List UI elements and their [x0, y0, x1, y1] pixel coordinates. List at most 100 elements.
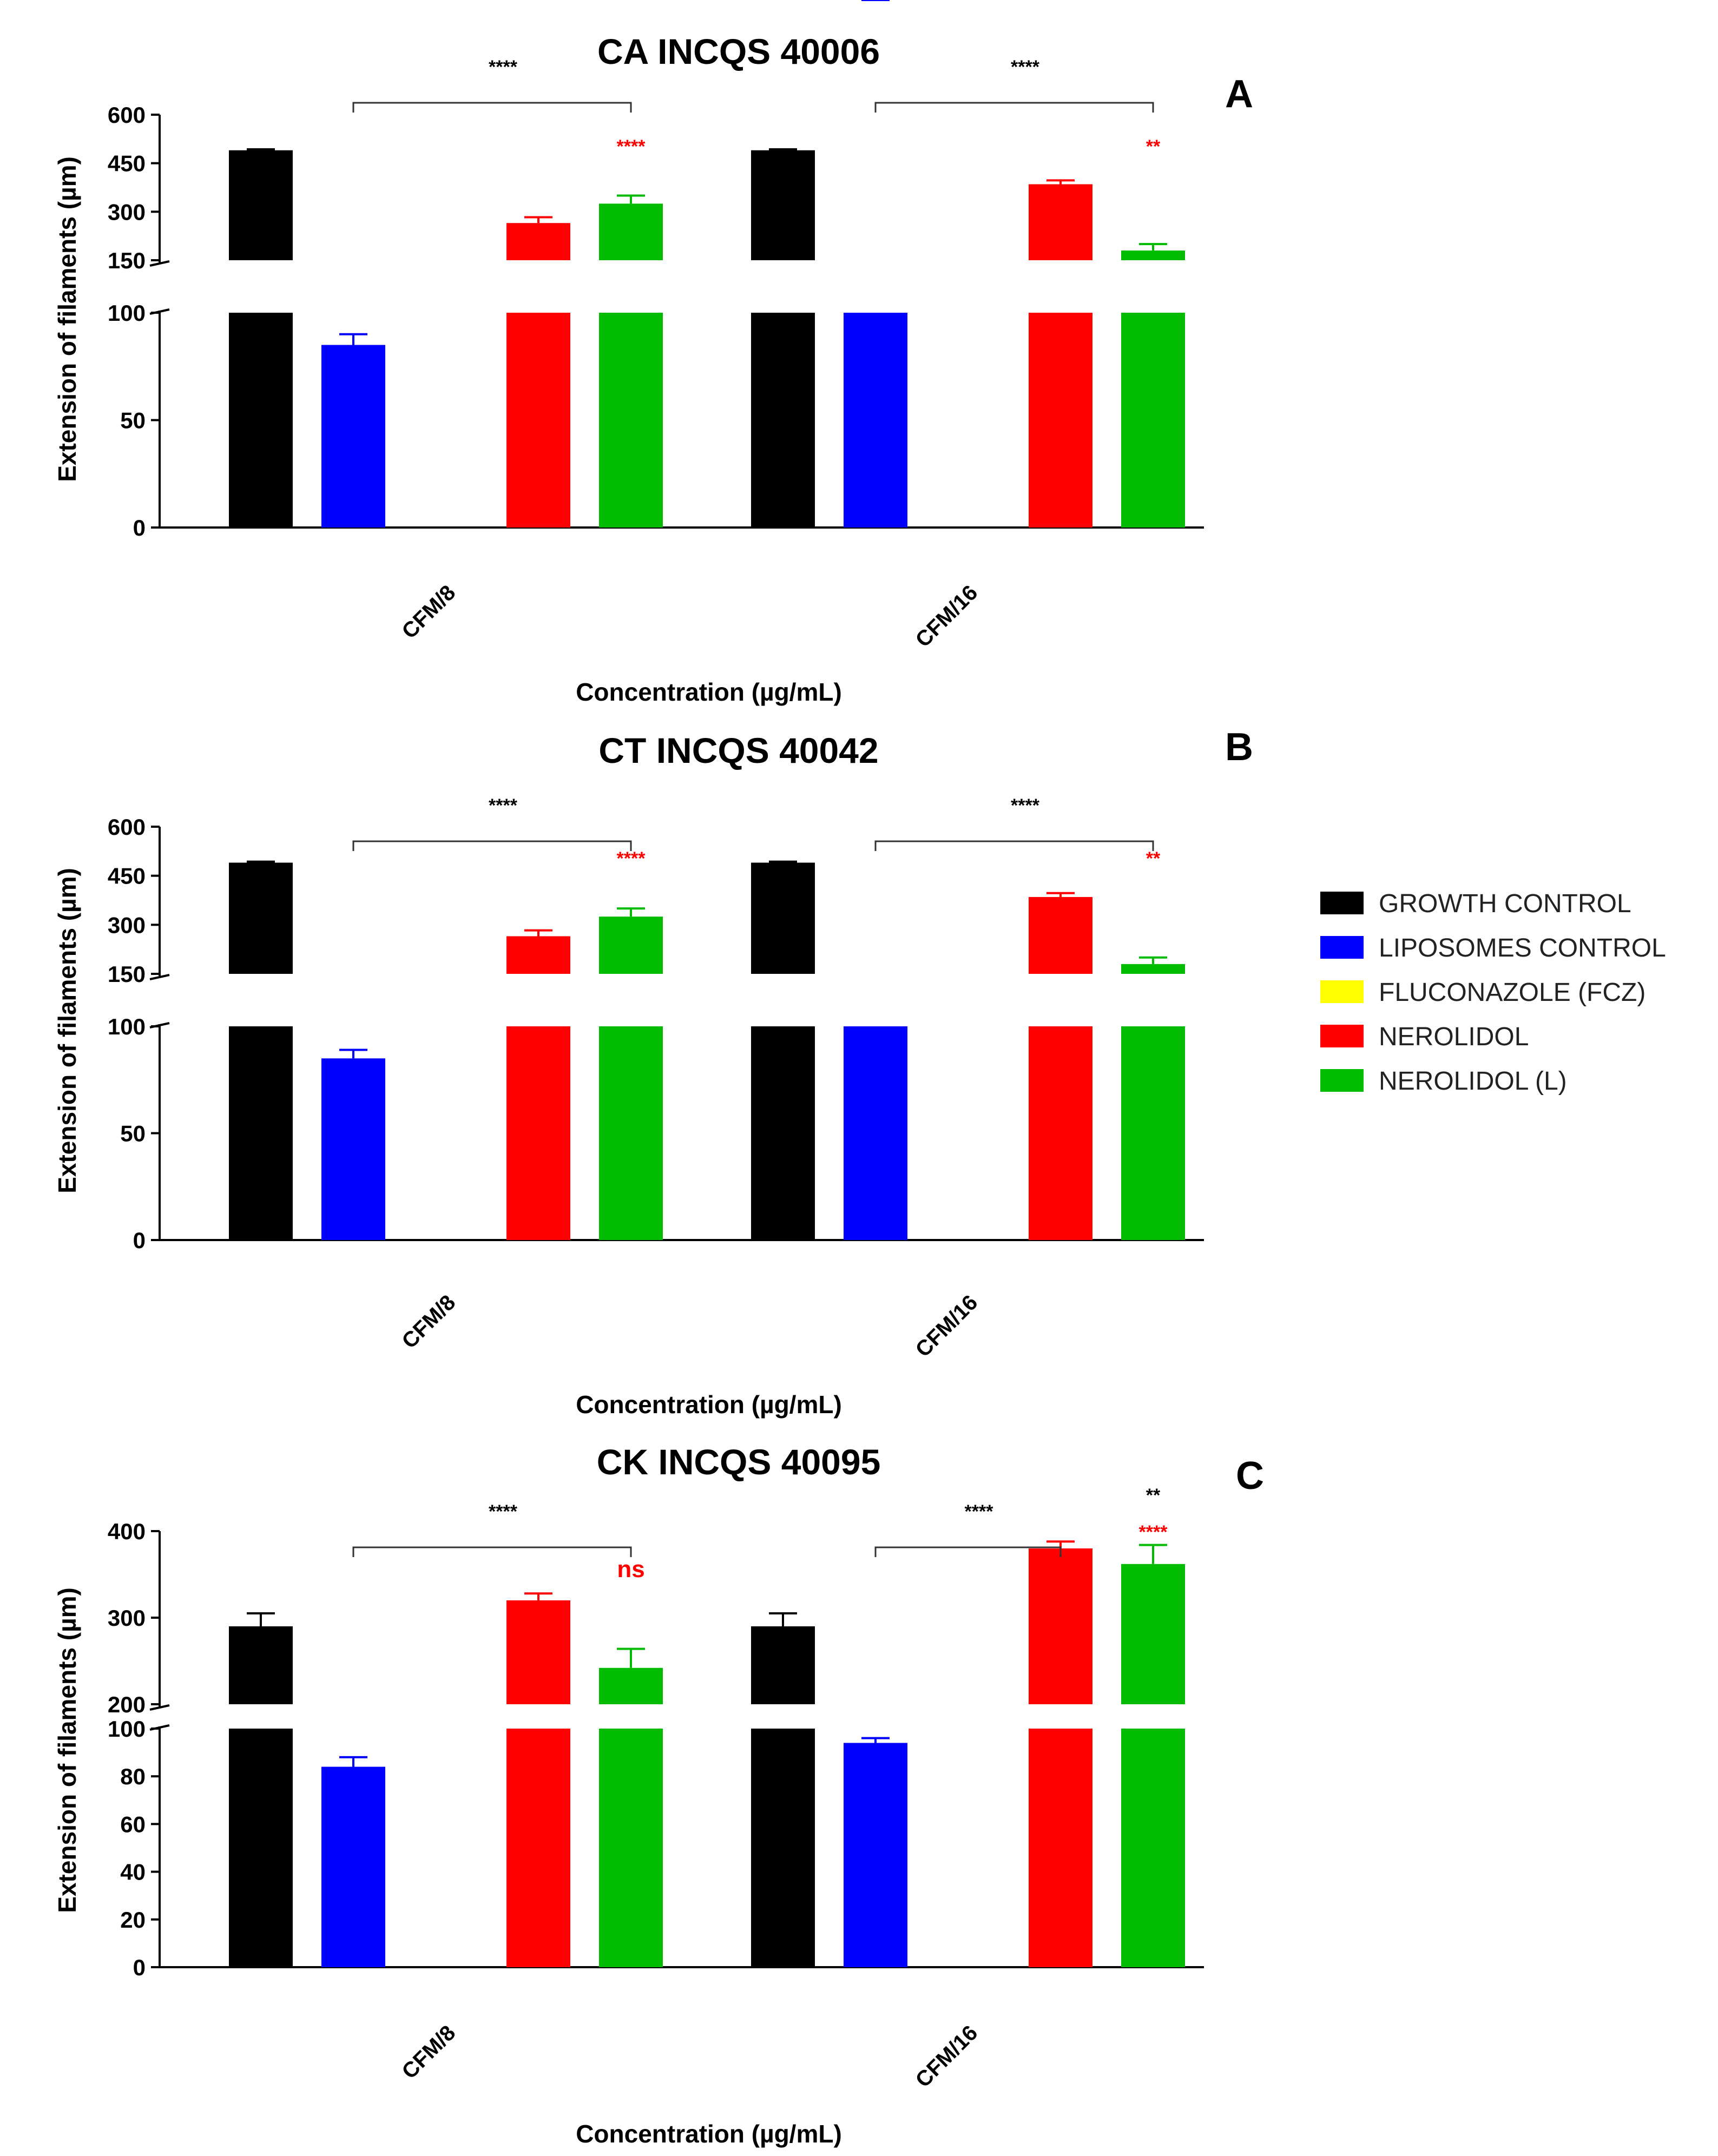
bar-segment-upper [1029, 1548, 1092, 1704]
legend-label: NEROLIDOL [1379, 1023, 1529, 1051]
legend-label: FLUCONAZOLE (FCZ) [1379, 978, 1645, 1007]
bar-segment-lower [506, 313, 570, 528]
panel-letter: C [1236, 1454, 1264, 1498]
significance-label: **** [489, 1501, 518, 1522]
bar-segment-upper [506, 936, 570, 974]
bar-segment-lower [1121, 1729, 1185, 1967]
bar-significance-label: ns [617, 1556, 644, 1583]
panel-letter: B [1225, 726, 1253, 769]
significance-label: **** [1011, 795, 1040, 816]
y-tick-label: 600 [108, 814, 146, 840]
y-tick-label: 300 [108, 199, 146, 225]
bar [506, 929, 570, 1240]
bar-segment-lower [751, 1729, 815, 1967]
bar-segment-upper [1029, 184, 1092, 260]
y-tick-label: 100 [108, 1014, 146, 1039]
y-tick-label: 100 [108, 300, 146, 326]
bar [599, 907, 663, 1240]
y-tick-label: 150 [108, 961, 146, 987]
legend-item: NEROLIDOL [1320, 1023, 1529, 1051]
bar-segment-upper [1121, 1564, 1185, 1704]
bar-segment-lower [506, 1026, 570, 1240]
bar-segment-lower [751, 313, 815, 528]
bar-segment-upper [1121, 250, 1185, 260]
x-axis-label: Concentration (µg/mL) [576, 1390, 842, 1419]
bar-segment-upper [229, 150, 293, 260]
bar [229, 860, 293, 1240]
bar [1121, 243, 1185, 528]
y-tick-label: 0 [133, 515, 146, 540]
significance-bracket [352, 102, 632, 113]
y-tick-label: 20 [120, 1907, 146, 1933]
significance-label: **** [489, 57, 518, 77]
x-axis-label: Concentration (µg/mL) [576, 678, 842, 706]
bar-segment-upper [599, 917, 663, 974]
legend-label: GROWTH CONTROL [1379, 889, 1631, 918]
y-tick-label: 300 [108, 1605, 146, 1631]
bar-significance-label: **** [617, 848, 646, 869]
bar-segment-lower [1121, 1026, 1185, 1240]
bar [599, 194, 663, 528]
significance-label: **** [1011, 57, 1040, 77]
bar [844, 0, 907, 528]
y-tick-label: 450 [108, 151, 146, 176]
y-axis-label: Extension of filaments (µm) [53, 156, 81, 482]
panel-letter: A [1225, 72, 1253, 116]
bar-segment-lower [1121, 313, 1185, 528]
bar-segment-lower [599, 1729, 663, 1967]
bar-segment-lower [229, 1729, 293, 1967]
bar-segment [321, 1766, 385, 1967]
bar-segment-lower [844, 1026, 907, 1240]
bar-segment-lower [229, 1026, 293, 1240]
bar [229, 148, 293, 528]
bar [1121, 1544, 1185, 1967]
bar [321, 333, 385, 528]
significance-bracket [874, 840, 1154, 851]
legend-label: NEROLIDOL (L) [1379, 1067, 1567, 1096]
bar [1121, 956, 1185, 1240]
significance-label: **** [965, 1501, 994, 1522]
x-axis-label: Concentration (µg/mL) [576, 2120, 842, 2148]
bar-segment-upper [751, 150, 815, 260]
bar-segment-upper [1121, 964, 1185, 974]
bar [751, 148, 815, 528]
legend-swatch [1320, 1069, 1364, 1092]
y-tick-label: 0 [133, 1955, 146, 1980]
bar-segment-lower [751, 1026, 815, 1240]
y-tick-label: 400 [108, 1519, 146, 1544]
chart-title: CA INCQS 40006 [597, 31, 880, 71]
bar [321, 1756, 385, 1967]
y-tick-label: 450 [108, 863, 146, 889]
bar-segment-upper [599, 1667, 663, 1704]
significance-bracket [352, 840, 632, 851]
bar-segment-lower [844, 313, 907, 528]
bar-segment-upper [599, 203, 663, 260]
legend-item: LIPOSOMES CONTROL [1320, 934, 1666, 962]
significance-bracket [874, 102, 1154, 113]
y-tick-label: 50 [120, 408, 146, 433]
bar [844, 1737, 907, 1967]
significance-bracket [874, 1546, 1062, 1557]
bar-significance-label: ** [1146, 1485, 1161, 1506]
y-tick-label: 300 [108, 912, 146, 938]
y-tick-label: 200 [108, 1692, 146, 1717]
bar-segment-upper [506, 223, 570, 260]
bar-significance-label: **** [1139, 1522, 1168, 1542]
bar [751, 860, 815, 1240]
legend-label: LIPOSOMES CONTROL [1379, 934, 1666, 962]
y-tick-label: 100 [108, 1716, 146, 1742]
bar-significance-label: ** [1146, 136, 1161, 157]
bar-segment-lower [506, 1729, 570, 1967]
legend-item: GROWTH CONTROL [1320, 889, 1631, 918]
legend-swatch [1320, 936, 1364, 959]
y-tick-label: 600 [108, 102, 146, 128]
bar [599, 1647, 663, 1967]
y-tick-label: 150 [108, 248, 146, 273]
y-tick-label: 80 [120, 1764, 146, 1789]
legend: GROWTH CONTROL LIPOSOMES CONTROL FLUCONAZO… [1320, 889, 1666, 1096]
chart-title: CT INCQS 40042 [598, 730, 878, 770]
bar-segment-lower [599, 313, 663, 528]
significance-label: **** [489, 795, 518, 816]
chart-title: CK INCQS 40095 [597, 1442, 881, 1482]
